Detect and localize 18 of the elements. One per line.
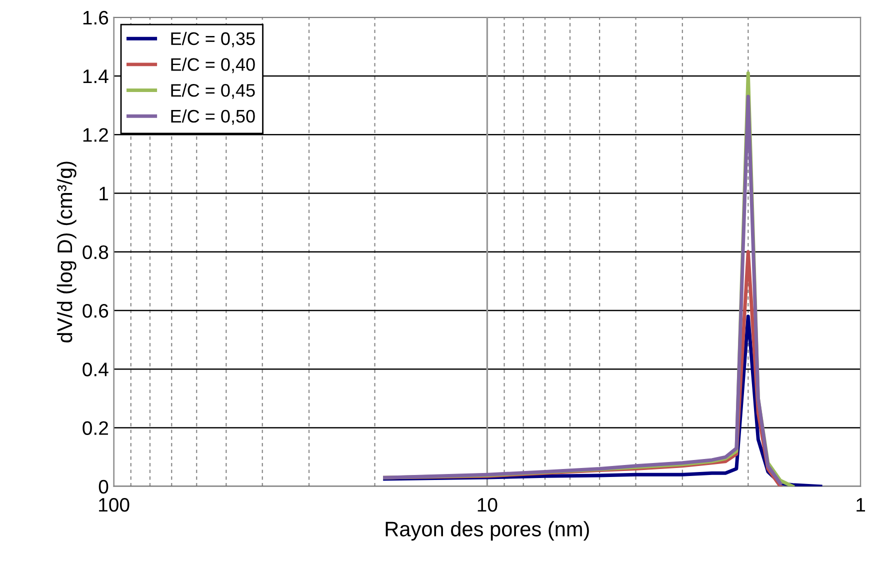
y-tick-label: 0.2	[82, 421, 108, 435]
y-tick-label: 0	[98, 480, 108, 494]
legend-label: E/C = 0,50	[171, 109, 255, 125]
legend-label: E/C = 0,35	[171, 32, 255, 48]
y-axis-title: dV/d (log D) (cm³/g)	[56, 162, 76, 342]
x-tick-label: 100	[99, 498, 130, 512]
y-tick-label: 0.6	[82, 304, 108, 318]
y-tick-label: 1.6	[83, 10, 108, 25]
y-tick-label: 1.2	[83, 128, 108, 142]
legend-label: E/C = 0,40	[171, 58, 255, 74]
x-tick-label: 10	[478, 498, 498, 512]
y-tick-label: 1.4	[83, 70, 108, 84]
y-tick-label: 1	[100, 186, 108, 200]
x-axis-title: Rayon des pores (nm)	[386, 521, 589, 541]
legend-label: E/C = 0,45	[171, 84, 255, 99]
x-tick-label: 1	[856, 498, 866, 512]
y-tick-label: 0.4	[82, 362, 108, 376]
y-tick-label: 0.8	[82, 245, 108, 260]
